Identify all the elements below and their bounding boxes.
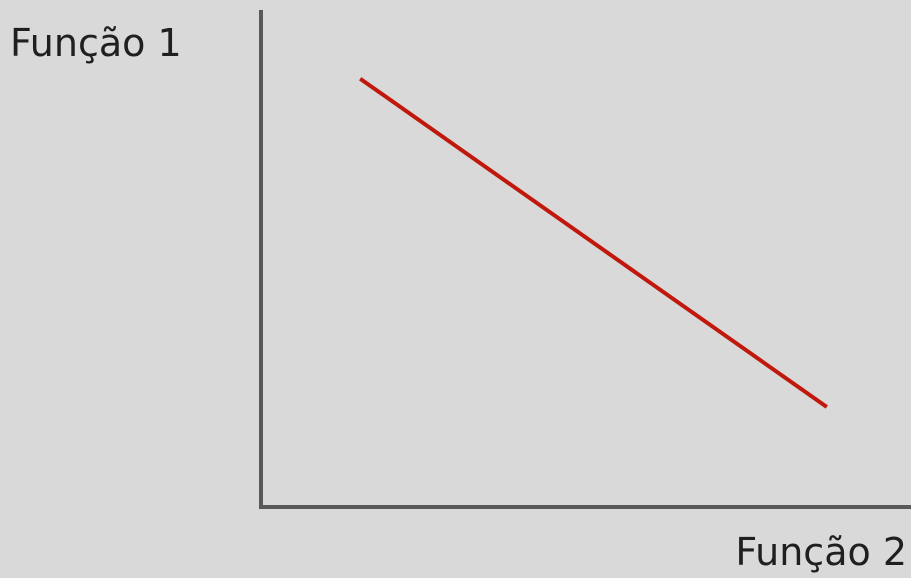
series-layer: [359, 77, 828, 409]
x-axis-label: Função 2: [735, 530, 907, 574]
series-line-1: [359, 77, 828, 409]
y-axis-label: Função 1: [10, 21, 182, 65]
